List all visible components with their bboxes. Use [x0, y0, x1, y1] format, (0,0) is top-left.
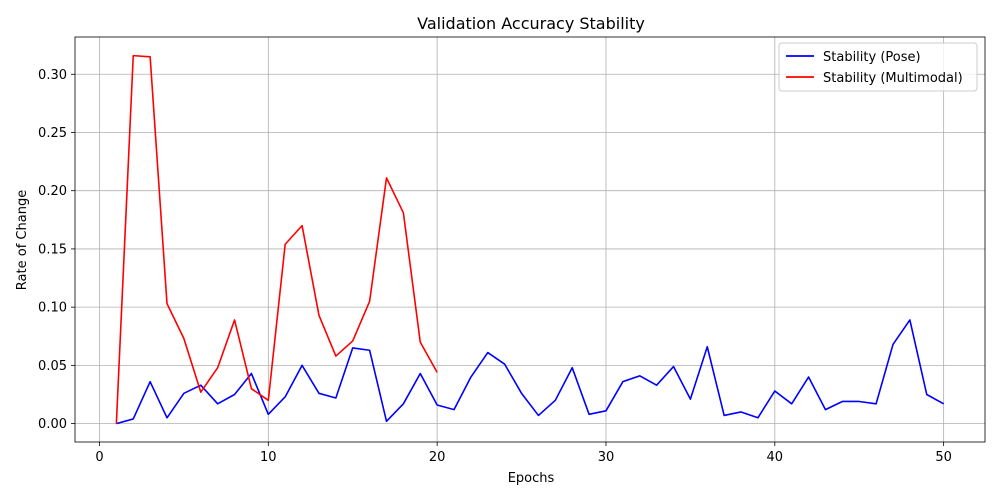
y-tick-label: 0.10 [38, 301, 67, 316]
y-tick-label: 0.30 [38, 68, 67, 83]
legend: Stability (Pose) Stability (Multimodal) [778, 42, 978, 92]
x-tick-label: 40 [767, 450, 784, 465]
y-tick-label: 0.00 [38, 417, 67, 432]
x-tick-label: 0 [95, 450, 103, 465]
y-tick-label: 0.25 [38, 126, 67, 141]
legend-label-pose: Stability (Pose) [823, 50, 921, 65]
x-tick-label: 10 [260, 450, 277, 465]
series-lines [115, 54, 945, 425]
y-tick-label: 0.05 [38, 359, 67, 374]
x-axis-ticks: 0 10 20 30 40 50 [95, 442, 952, 465]
y-axis-ticks: 0.00 0.05 0.10 0.15 0.20 0.25 0.30 [38, 68, 75, 432]
x-tick-label: 20 [429, 450, 446, 465]
series-line-pose [116, 319, 945, 425]
y-tick-label: 0.15 [38, 242, 67, 257]
y-axis-label: Rate of Change [15, 190, 30, 290]
plot-area-frame [74, 36, 986, 443]
series-line-multimodal [115, 54, 438, 424]
x-tick-label: 50 [935, 450, 952, 465]
legend-label-multimodal: Stability (Multimodal) [823, 71, 963, 86]
x-tick-label: 30 [598, 450, 615, 465]
legend-box [778, 42, 978, 92]
x-axis-label: Epochs [508, 471, 555, 486]
chart-title: Validation Accuracy Stability [417, 14, 645, 33]
grid [75, 37, 985, 442]
y-tick-label: 0.20 [38, 184, 67, 199]
